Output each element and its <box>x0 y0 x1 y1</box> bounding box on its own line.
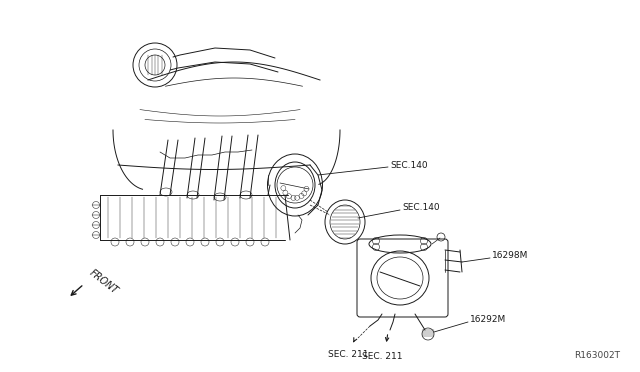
Text: 16292M: 16292M <box>470 315 506 324</box>
Text: FRONT: FRONT <box>88 268 120 296</box>
Text: R163002T: R163002T <box>574 351 620 360</box>
Text: SEC. 211: SEC. 211 <box>328 350 368 359</box>
Text: SEC. 211: SEC. 211 <box>362 352 403 361</box>
Text: SEC.140: SEC.140 <box>390 160 428 170</box>
Text: SEC.140: SEC.140 <box>402 203 440 212</box>
Text: 16298M: 16298M <box>492 251 529 260</box>
